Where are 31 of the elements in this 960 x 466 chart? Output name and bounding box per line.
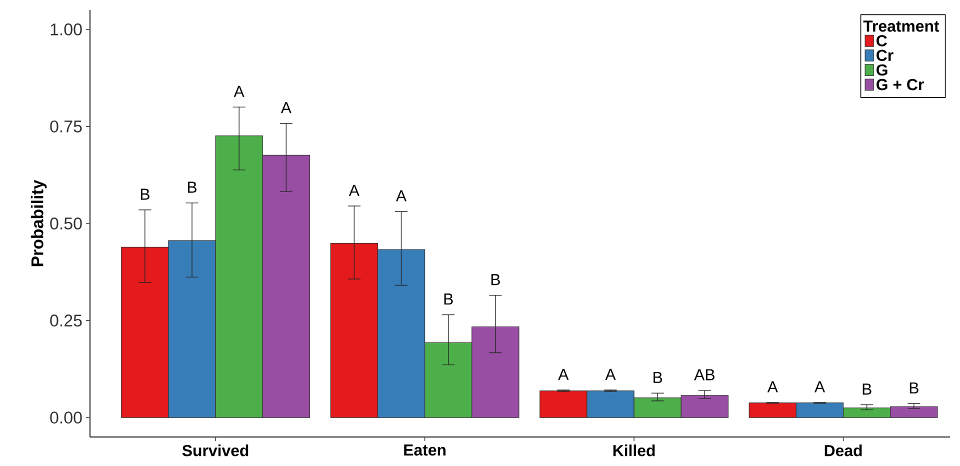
x-tick-label: Survived xyxy=(182,444,248,456)
legend-label: G xyxy=(876,64,888,76)
data-label: A xyxy=(348,184,360,196)
data-label: B xyxy=(654,372,662,383)
data-label: B xyxy=(862,384,872,395)
x-tick-label: Eaten xyxy=(404,444,446,456)
data-label: B xyxy=(444,294,453,305)
data-label: B xyxy=(140,188,150,200)
data-label: B xyxy=(910,382,918,394)
y-tick-label: 0.50 xyxy=(50,218,82,230)
data-label: AB xyxy=(694,369,714,380)
data-label: B xyxy=(188,182,196,193)
data-label: A xyxy=(767,381,778,392)
legend-label: Cr xyxy=(876,50,894,61)
y-tick-label: 0.00 xyxy=(50,412,82,424)
data-label: A xyxy=(605,368,616,380)
data-label: A xyxy=(558,368,569,380)
data-label: B xyxy=(491,274,500,286)
y-tick-label: 0.25 xyxy=(50,314,82,327)
x-tick-label: Dead xyxy=(824,444,862,456)
data-label: A xyxy=(234,86,244,97)
legend-title: Treatment xyxy=(863,20,940,32)
data-label: A xyxy=(280,102,292,114)
data-label: A xyxy=(396,190,407,202)
legend-label: G + Cr xyxy=(876,78,924,90)
x-tick-label: Killed xyxy=(613,444,655,456)
data-label: A xyxy=(814,381,826,392)
y-tick-label: 0.75 xyxy=(50,120,82,132)
legend-label: C xyxy=(876,35,887,46)
y-tick-label: 1.00 xyxy=(50,23,82,36)
y-axis-title: Probability xyxy=(30,180,47,266)
